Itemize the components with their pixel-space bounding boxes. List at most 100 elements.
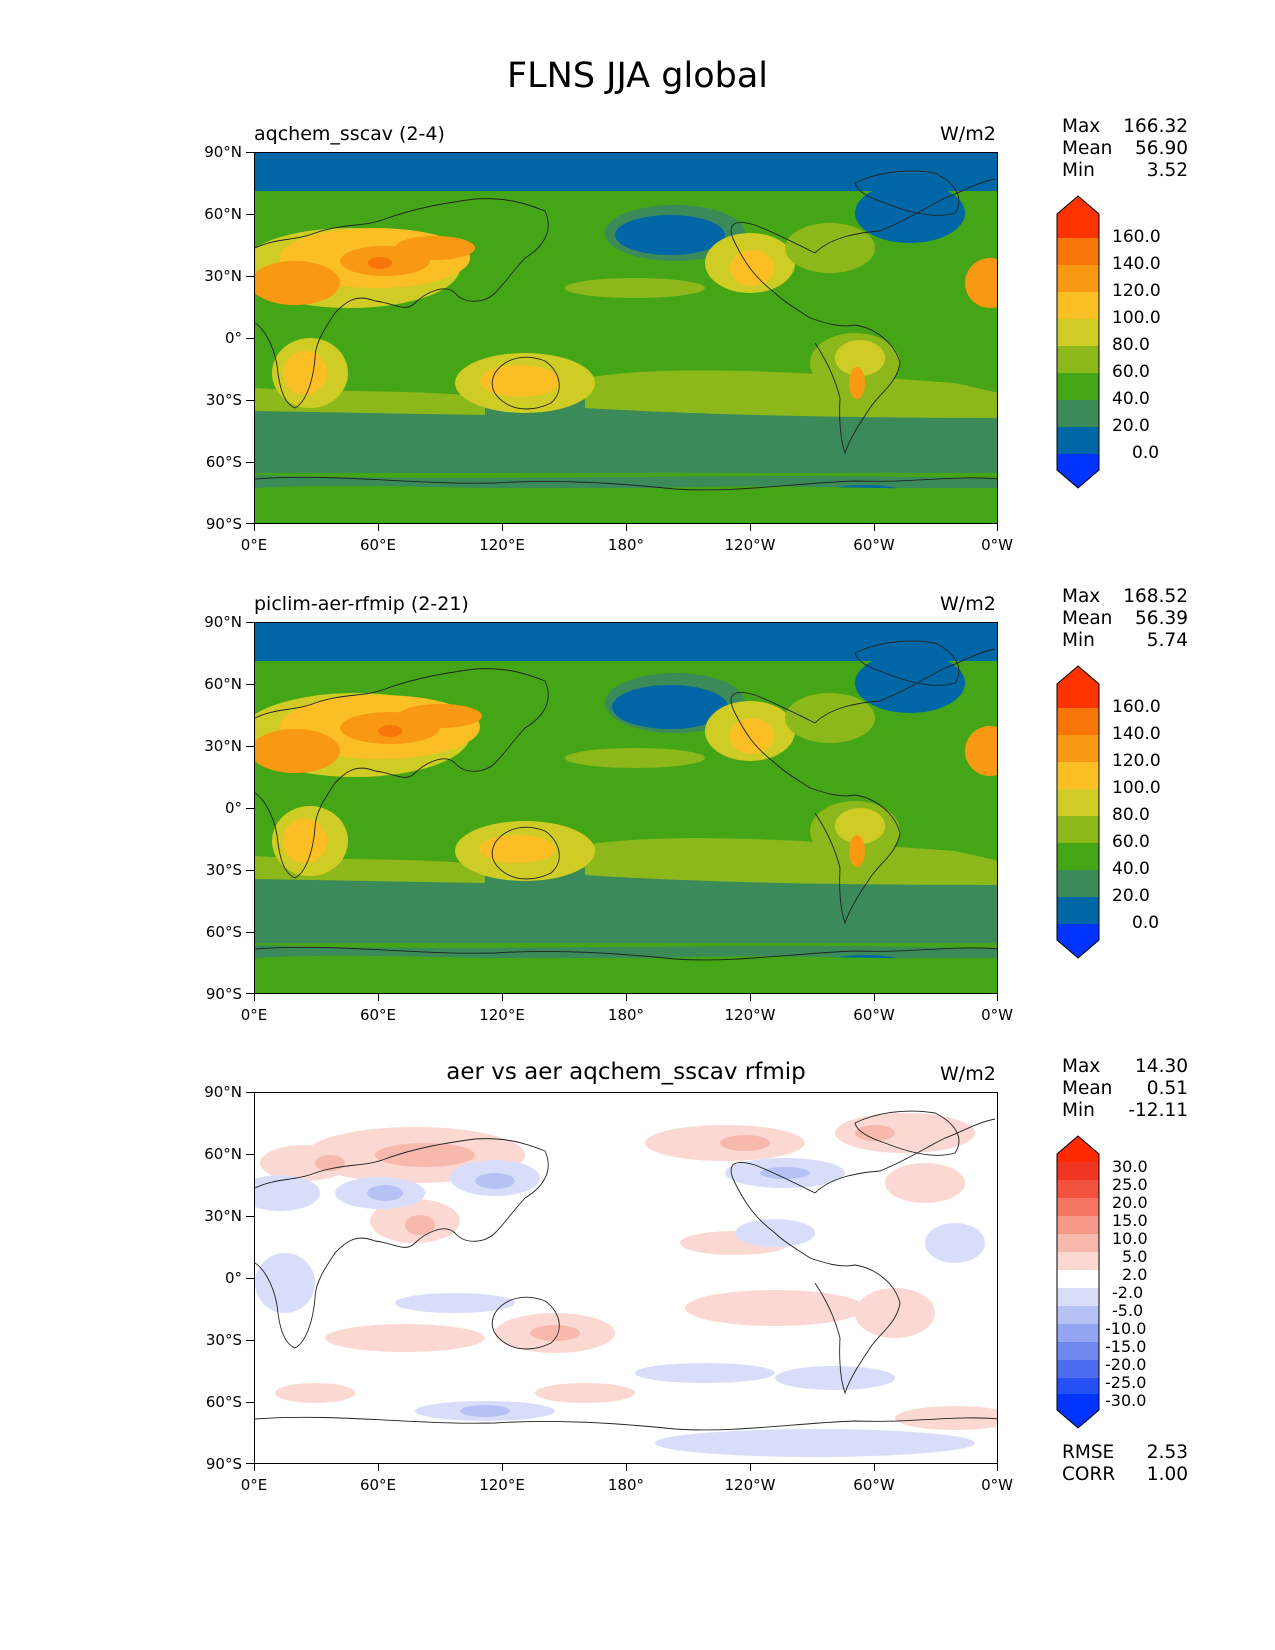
colorbar-label: 140.0	[1112, 254, 1161, 274]
lon-label: 0°W	[981, 1006, 1013, 1024]
stat-label: Mean	[1062, 608, 1113, 629]
lon-label: 120°W	[724, 536, 776, 554]
rmse-label: RMSE	[1062, 1442, 1115, 1463]
stats-box: Max 166.32 Mean 56.90 Min 3.52	[1062, 116, 1188, 182]
colorbar-label: 40.0	[1112, 859, 1150, 879]
lat-label: 90°S	[205, 985, 242, 1003]
colorbar-label: 40.0	[1112, 389, 1150, 409]
lat-label: 90°N	[204, 1083, 242, 1101]
units-label: W/m2	[940, 123, 996, 145]
stat-label: Mean	[1062, 138, 1113, 159]
lon-label: 120°W	[724, 1476, 776, 1494]
colorbar-label: -2.0	[1112, 1283, 1144, 1302]
colorbar-label: 15.0	[1112, 1211, 1148, 1230]
stat-label: Max	[1062, 1056, 1101, 1077]
lon-label: 60°W	[853, 1476, 895, 1494]
lat-label: 30°S	[205, 1331, 242, 1349]
lon-label: 180°	[607, 1006, 645, 1024]
map-field-abs-1	[255, 153, 997, 523]
lat-label: 30°S	[205, 861, 242, 879]
lat-label: 90°N	[204, 143, 242, 161]
colorbar-label: 20.0	[1112, 1193, 1148, 1212]
stat-label: Max	[1062, 116, 1101, 137]
lat-label: 90°N	[204, 613, 242, 631]
stat-mean: 56.39	[1135, 608, 1188, 629]
stats-box: Max 14.30 Mean 0.51 Min -12.11	[1062, 1056, 1188, 1122]
map-plot-area	[254, 1092, 998, 1464]
rmse-value: 2.53	[1146, 1442, 1188, 1463]
stat-max: 14.30	[1135, 1056, 1188, 1077]
stat-label: Min	[1062, 630, 1095, 651]
colorbar	[1056, 1135, 1100, 1429]
lon-label: 180°	[607, 1476, 645, 1494]
lon-label: 120°E	[479, 536, 525, 554]
colorbar-label: 160.0	[1112, 227, 1161, 247]
panel-title: aqchem_sscav (2-4)	[254, 123, 445, 145]
colorbar-label: 20.0	[1112, 416, 1150, 436]
lon-label: 0°E	[240, 536, 268, 554]
lon-label: 0°W	[981, 1476, 1013, 1494]
colorbar-label: 140.0	[1112, 724, 1161, 744]
lon-label: 60°E	[359, 1006, 397, 1024]
stat-label: Max	[1062, 586, 1101, 607]
lat-label: 30°N	[204, 267, 242, 285]
units-label: W/m2	[940, 1063, 996, 1085]
colorbar-label: 0.0	[1132, 913, 1160, 933]
lon-label: 0°E	[240, 1006, 268, 1024]
colorbar-label: -15.0	[1105, 1337, 1147, 1356]
stat-label: Min	[1062, 1100, 1095, 1121]
figure-title: FLNS JJA global	[507, 56, 768, 96]
lat-label: 0°	[224, 1269, 242, 1287]
lon-label: 120°W	[724, 1006, 776, 1024]
lon-label: 120°E	[479, 1006, 525, 1024]
stat-label: Mean	[1062, 1078, 1113, 1099]
lat-label: 0°	[224, 329, 242, 347]
lat-label: 0°	[224, 799, 242, 817]
stat-label: Min	[1062, 160, 1095, 181]
lon-label: 60°E	[359, 1476, 397, 1494]
stat-max: 166.32	[1123, 116, 1188, 137]
colorbar-label: -20.0	[1105, 1355, 1147, 1374]
colorbar-label: 80.0	[1112, 335, 1150, 355]
lon-label: 0°E	[240, 1476, 268, 1494]
lon-label: 0°W	[981, 536, 1013, 554]
stat-mean: 56.90	[1135, 138, 1188, 159]
colorbar-label: 0.0	[1132, 443, 1160, 463]
colorbar-label: 160.0	[1112, 697, 1161, 717]
panel-piclim-aer-rfmip: piclim-aer-rfmip (2-21) W/m2	[0, 586, 1275, 1092]
rmse-corr-box: RMSE 2.53 CORR 1.00	[1062, 1442, 1188, 1486]
corr-value: 1.00	[1146, 1464, 1188, 1485]
lon-label: 180°	[607, 536, 645, 554]
lat-label: 90°S	[205, 515, 242, 533]
colorbar-label: 5.0	[1122, 1247, 1148, 1266]
colorbar-label: 100.0	[1112, 308, 1161, 328]
colorbar-label: 60.0	[1112, 362, 1150, 382]
colorbar-label: 100.0	[1112, 778, 1161, 798]
colorbar-label: 25.0	[1112, 1175, 1148, 1194]
colorbar-label: -5.0	[1112, 1301, 1144, 1320]
panel-difference: aer vs aer aqchem_sscav rfmip W/m2	[0, 1056, 1275, 1562]
map-field-abs-2	[255, 623, 997, 993]
colorbar-label: -10.0	[1105, 1319, 1147, 1338]
stats-box: Max 168.52 Mean 56.39 Min 5.74	[1062, 586, 1188, 652]
lon-label: 60°E	[359, 536, 397, 554]
colorbar-label: -30.0	[1105, 1391, 1147, 1410]
lon-label: 60°W	[853, 1006, 895, 1024]
stat-min: 5.74	[1146, 630, 1188, 651]
colorbar-label: -25.0	[1105, 1373, 1147, 1392]
lat-label: 30°N	[204, 737, 242, 755]
stat-min: 3.52	[1146, 160, 1188, 181]
lat-label: 60°S	[205, 453, 242, 471]
lon-label: 120°E	[479, 1476, 525, 1494]
colorbar-label: 30.0	[1112, 1157, 1148, 1176]
panel-title: piclim-aer-rfmip (2-21)	[254, 593, 469, 615]
map-field-diff	[255, 1093, 997, 1463]
units-label: W/m2	[940, 593, 996, 615]
map-plot-area	[254, 622, 998, 994]
lat-label: 60°N	[204, 205, 242, 223]
colorbar	[1056, 665, 1100, 959]
lon-label: 60°W	[853, 536, 895, 554]
colorbar-label: 10.0	[1112, 1229, 1148, 1248]
colorbar-label: 2.0	[1122, 1265, 1148, 1284]
stat-min: -12.11	[1128, 1100, 1188, 1121]
